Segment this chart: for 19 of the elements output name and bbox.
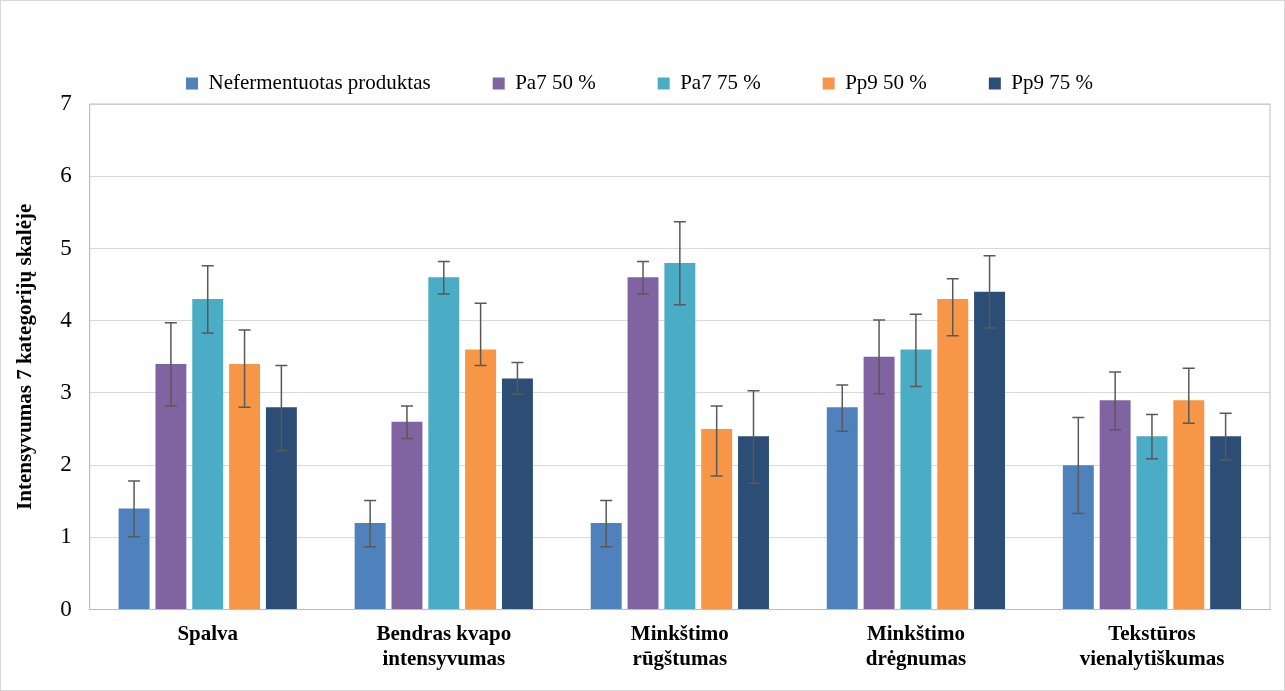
legend-label: Pa7 50 %: [515, 70, 596, 95]
x-tick-label: Tekstūros vienalytiškumas: [1079, 620, 1225, 670]
legend-label: Pp9 50 %: [845, 70, 927, 95]
y-tick-label: 2: [60, 451, 72, 477]
y-tick-label: 6: [60, 162, 72, 188]
y-axis-title: Intensyvumas 7 kategorijų skalėje: [12, 203, 37, 510]
x-tick-label: Minkštimo rūgštumas: [630, 620, 729, 670]
y-tick-label: 0: [60, 595, 72, 621]
x-tick-label: Spalva: [177, 620, 239, 645]
legend-label: Pa7 75 %: [680, 70, 761, 95]
y-tick-label: 3: [60, 378, 72, 404]
y-tick-label: 4: [60, 306, 73, 332]
legend-label: Pp9 75 %: [1011, 70, 1094, 95]
x-tick-label: Bendras kvapo intensyvumas: [376, 620, 512, 670]
y-tick-label: 5: [60, 234, 72, 260]
y-tick-label: 7: [60, 90, 72, 116]
legend-label: Nefermentuotas produktas: [208, 70, 431, 95]
y-tick-label: 1: [60, 523, 72, 549]
x-tick-label: Minkštimo drėgnumas: [865, 620, 967, 670]
